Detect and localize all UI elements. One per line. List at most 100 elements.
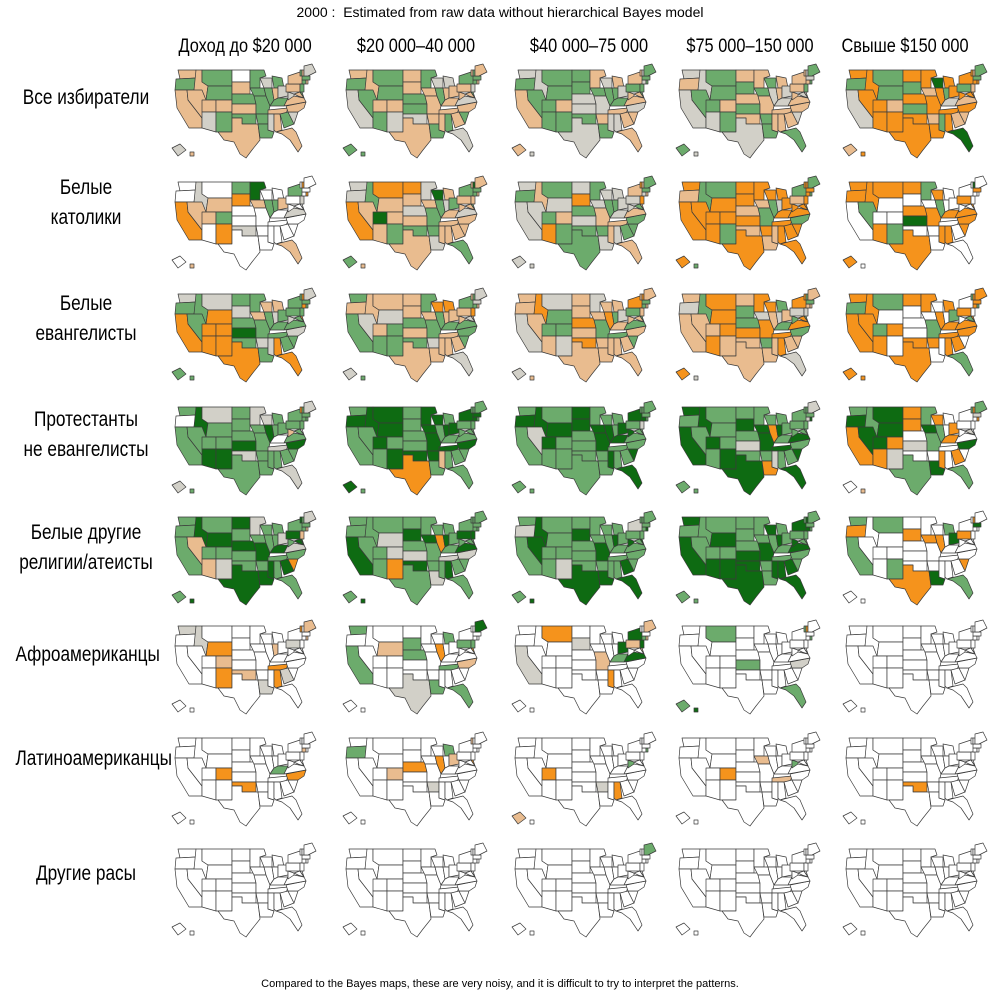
state-wa [517,406,537,417]
state-wa [681,516,701,527]
state-nm [719,667,737,689]
state-mt [705,625,737,643]
us-state-map [342,731,488,827]
state-nd [735,848,755,862]
state-mt [541,516,573,534]
state-ne [735,540,761,552]
state-ak [342,143,358,157]
state-me [474,287,488,301]
state-ne [571,93,597,105]
state-wa [517,737,537,748]
state-az [372,890,388,912]
state-wv [458,91,466,101]
footnote: Compared to the Bayes maps, these are ve… [261,978,739,990]
state-wa [848,181,868,192]
state-ma [472,854,482,860]
state-ne [402,872,428,884]
state-nd [231,737,251,751]
state-wy [545,864,573,880]
state-wy [709,532,737,548]
state-wy [205,85,233,101]
state-ky [609,653,629,663]
state-ne [402,430,428,442]
state-nm [386,667,404,689]
state-wy [545,309,573,325]
state-mt [372,848,404,866]
state-sd [231,305,251,319]
state-ks [402,550,428,562]
state-wi [763,524,777,536]
state-wi [259,77,273,89]
state-tx [217,454,261,496]
us-state-map [171,400,317,496]
state-nd [902,737,922,751]
state-wi [599,301,613,313]
state-wy [876,309,904,325]
state-pa [625,307,641,317]
state-co [555,878,573,892]
state-ky [940,876,960,886]
state-ky [269,434,289,444]
state-wv [287,91,295,101]
state-ne [231,317,257,329]
state-nj [299,639,305,649]
state-nj [470,420,476,430]
state-ky [940,653,960,663]
state-fl [779,906,807,932]
state-sd [902,528,922,542]
state-tx [888,341,932,383]
state-tx [557,673,601,715]
row-label-hispanics: Латиноамериканцы [15,744,172,774]
us-state-map [842,63,988,159]
state-mt [201,848,233,866]
state-ms [938,669,946,689]
state-me [974,175,988,189]
state-co [215,99,233,113]
state-wi [763,77,777,89]
state-fl [946,574,974,600]
state-wa [517,181,537,192]
state-hi [189,151,195,157]
state-co [719,767,737,781]
state-ks [735,103,761,115]
state-ar [255,781,269,793]
state-nd [402,293,422,307]
state-ri [305,526,309,532]
state-ky [773,876,793,886]
state-co [386,878,404,892]
state-wa [177,848,197,859]
state-hi [860,263,866,269]
state-me [974,510,988,524]
state-ks [402,659,428,671]
state-ma [972,299,982,305]
state-wa [177,293,197,304]
state-wy [876,753,904,769]
state-nm [886,111,904,133]
state-wy [376,641,404,657]
state-ak [675,922,691,936]
state-or [678,414,701,428]
state-co [555,99,573,113]
state-wy [376,864,404,880]
state-ky [773,97,793,107]
state-ri [305,635,309,641]
state-az [705,890,721,912]
us-state-map [511,510,657,606]
state-hi [693,707,699,713]
state-ak [171,367,187,381]
state-wi [763,633,777,645]
state-ar [255,560,269,572]
state-ut [372,878,388,892]
state-mt [372,516,404,534]
state-tx [557,117,601,159]
state-sd [571,305,591,319]
state-az [201,667,217,689]
state-ma [805,412,815,418]
state-ky [609,97,629,107]
state-az [201,779,217,801]
state-nm [555,448,573,470]
state-wv [791,315,799,325]
state-ma [805,522,815,528]
state-nj [970,307,976,317]
state-pa [456,751,472,761]
